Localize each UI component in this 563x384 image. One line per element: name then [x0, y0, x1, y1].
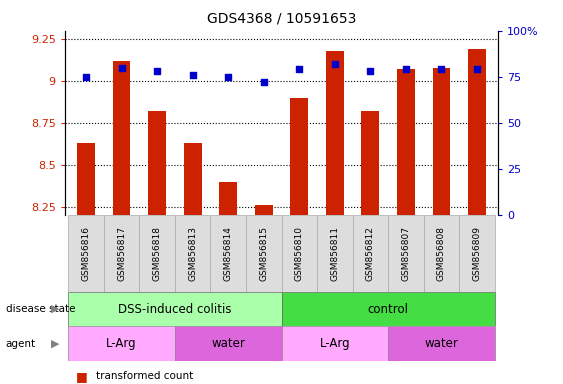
Text: water: water: [425, 337, 458, 350]
Point: [295, 66, 304, 73]
Bar: [184, 143, 202, 215]
Bar: [148, 111, 166, 215]
Bar: [255, 205, 272, 215]
Text: ▶: ▶: [51, 304, 59, 314]
Bar: [68, 326, 175, 361]
Point: [188, 72, 197, 78]
Text: agent: agent: [6, 339, 36, 349]
Point: [259, 79, 268, 85]
Bar: [282, 292, 495, 326]
Text: GSM856813: GSM856813: [188, 226, 197, 281]
Text: GSM856815: GSM856815: [259, 226, 268, 281]
Bar: [175, 326, 282, 361]
Bar: [140, 215, 175, 292]
Text: control: control: [368, 303, 409, 316]
Text: GSM856808: GSM856808: [437, 226, 446, 281]
Bar: [175, 215, 211, 292]
Bar: [423, 215, 459, 292]
Bar: [291, 98, 308, 215]
Bar: [459, 215, 495, 292]
Point: [117, 65, 126, 71]
Bar: [113, 61, 131, 215]
Bar: [326, 51, 343, 215]
Bar: [282, 326, 388, 361]
Text: water: water: [211, 337, 245, 350]
Text: ▶: ▶: [51, 339, 59, 349]
Text: GSM856809: GSM856809: [472, 226, 481, 281]
Point: [82, 74, 91, 80]
Bar: [388, 326, 495, 361]
Bar: [397, 69, 415, 215]
Text: GSM856810: GSM856810: [295, 226, 304, 281]
Point: [153, 68, 162, 74]
Point: [224, 74, 233, 80]
Text: disease state: disease state: [6, 304, 75, 314]
Text: GSM856814: GSM856814: [224, 226, 233, 281]
Text: L-Arg: L-Arg: [106, 337, 137, 350]
Point: [366, 68, 375, 74]
Bar: [361, 111, 379, 215]
Text: GSM856818: GSM856818: [153, 226, 162, 281]
Point: [330, 61, 339, 67]
Text: transformed count: transformed count: [96, 371, 193, 381]
Text: DSS-induced colitis: DSS-induced colitis: [118, 303, 231, 316]
Bar: [432, 68, 450, 215]
Bar: [77, 143, 95, 215]
Text: L-Arg: L-Arg: [319, 337, 350, 350]
Bar: [352, 215, 388, 292]
Bar: [246, 215, 282, 292]
Text: GDS4368 / 10591653: GDS4368 / 10591653: [207, 12, 356, 25]
Bar: [468, 49, 486, 215]
Text: GSM856807: GSM856807: [401, 226, 410, 281]
Bar: [220, 182, 237, 215]
Bar: [68, 292, 282, 326]
Text: GSM856816: GSM856816: [82, 226, 91, 281]
Point: [437, 66, 446, 73]
Bar: [104, 215, 140, 292]
Text: GSM856817: GSM856817: [117, 226, 126, 281]
Bar: [317, 215, 352, 292]
Point: [472, 66, 481, 73]
Bar: [282, 215, 317, 292]
Bar: [68, 215, 104, 292]
Text: GSM856811: GSM856811: [330, 226, 339, 281]
Text: ■: ■: [76, 370, 88, 383]
Bar: [211, 215, 246, 292]
Text: GSM856812: GSM856812: [366, 226, 375, 281]
Point: [401, 66, 410, 73]
Bar: [388, 215, 423, 292]
